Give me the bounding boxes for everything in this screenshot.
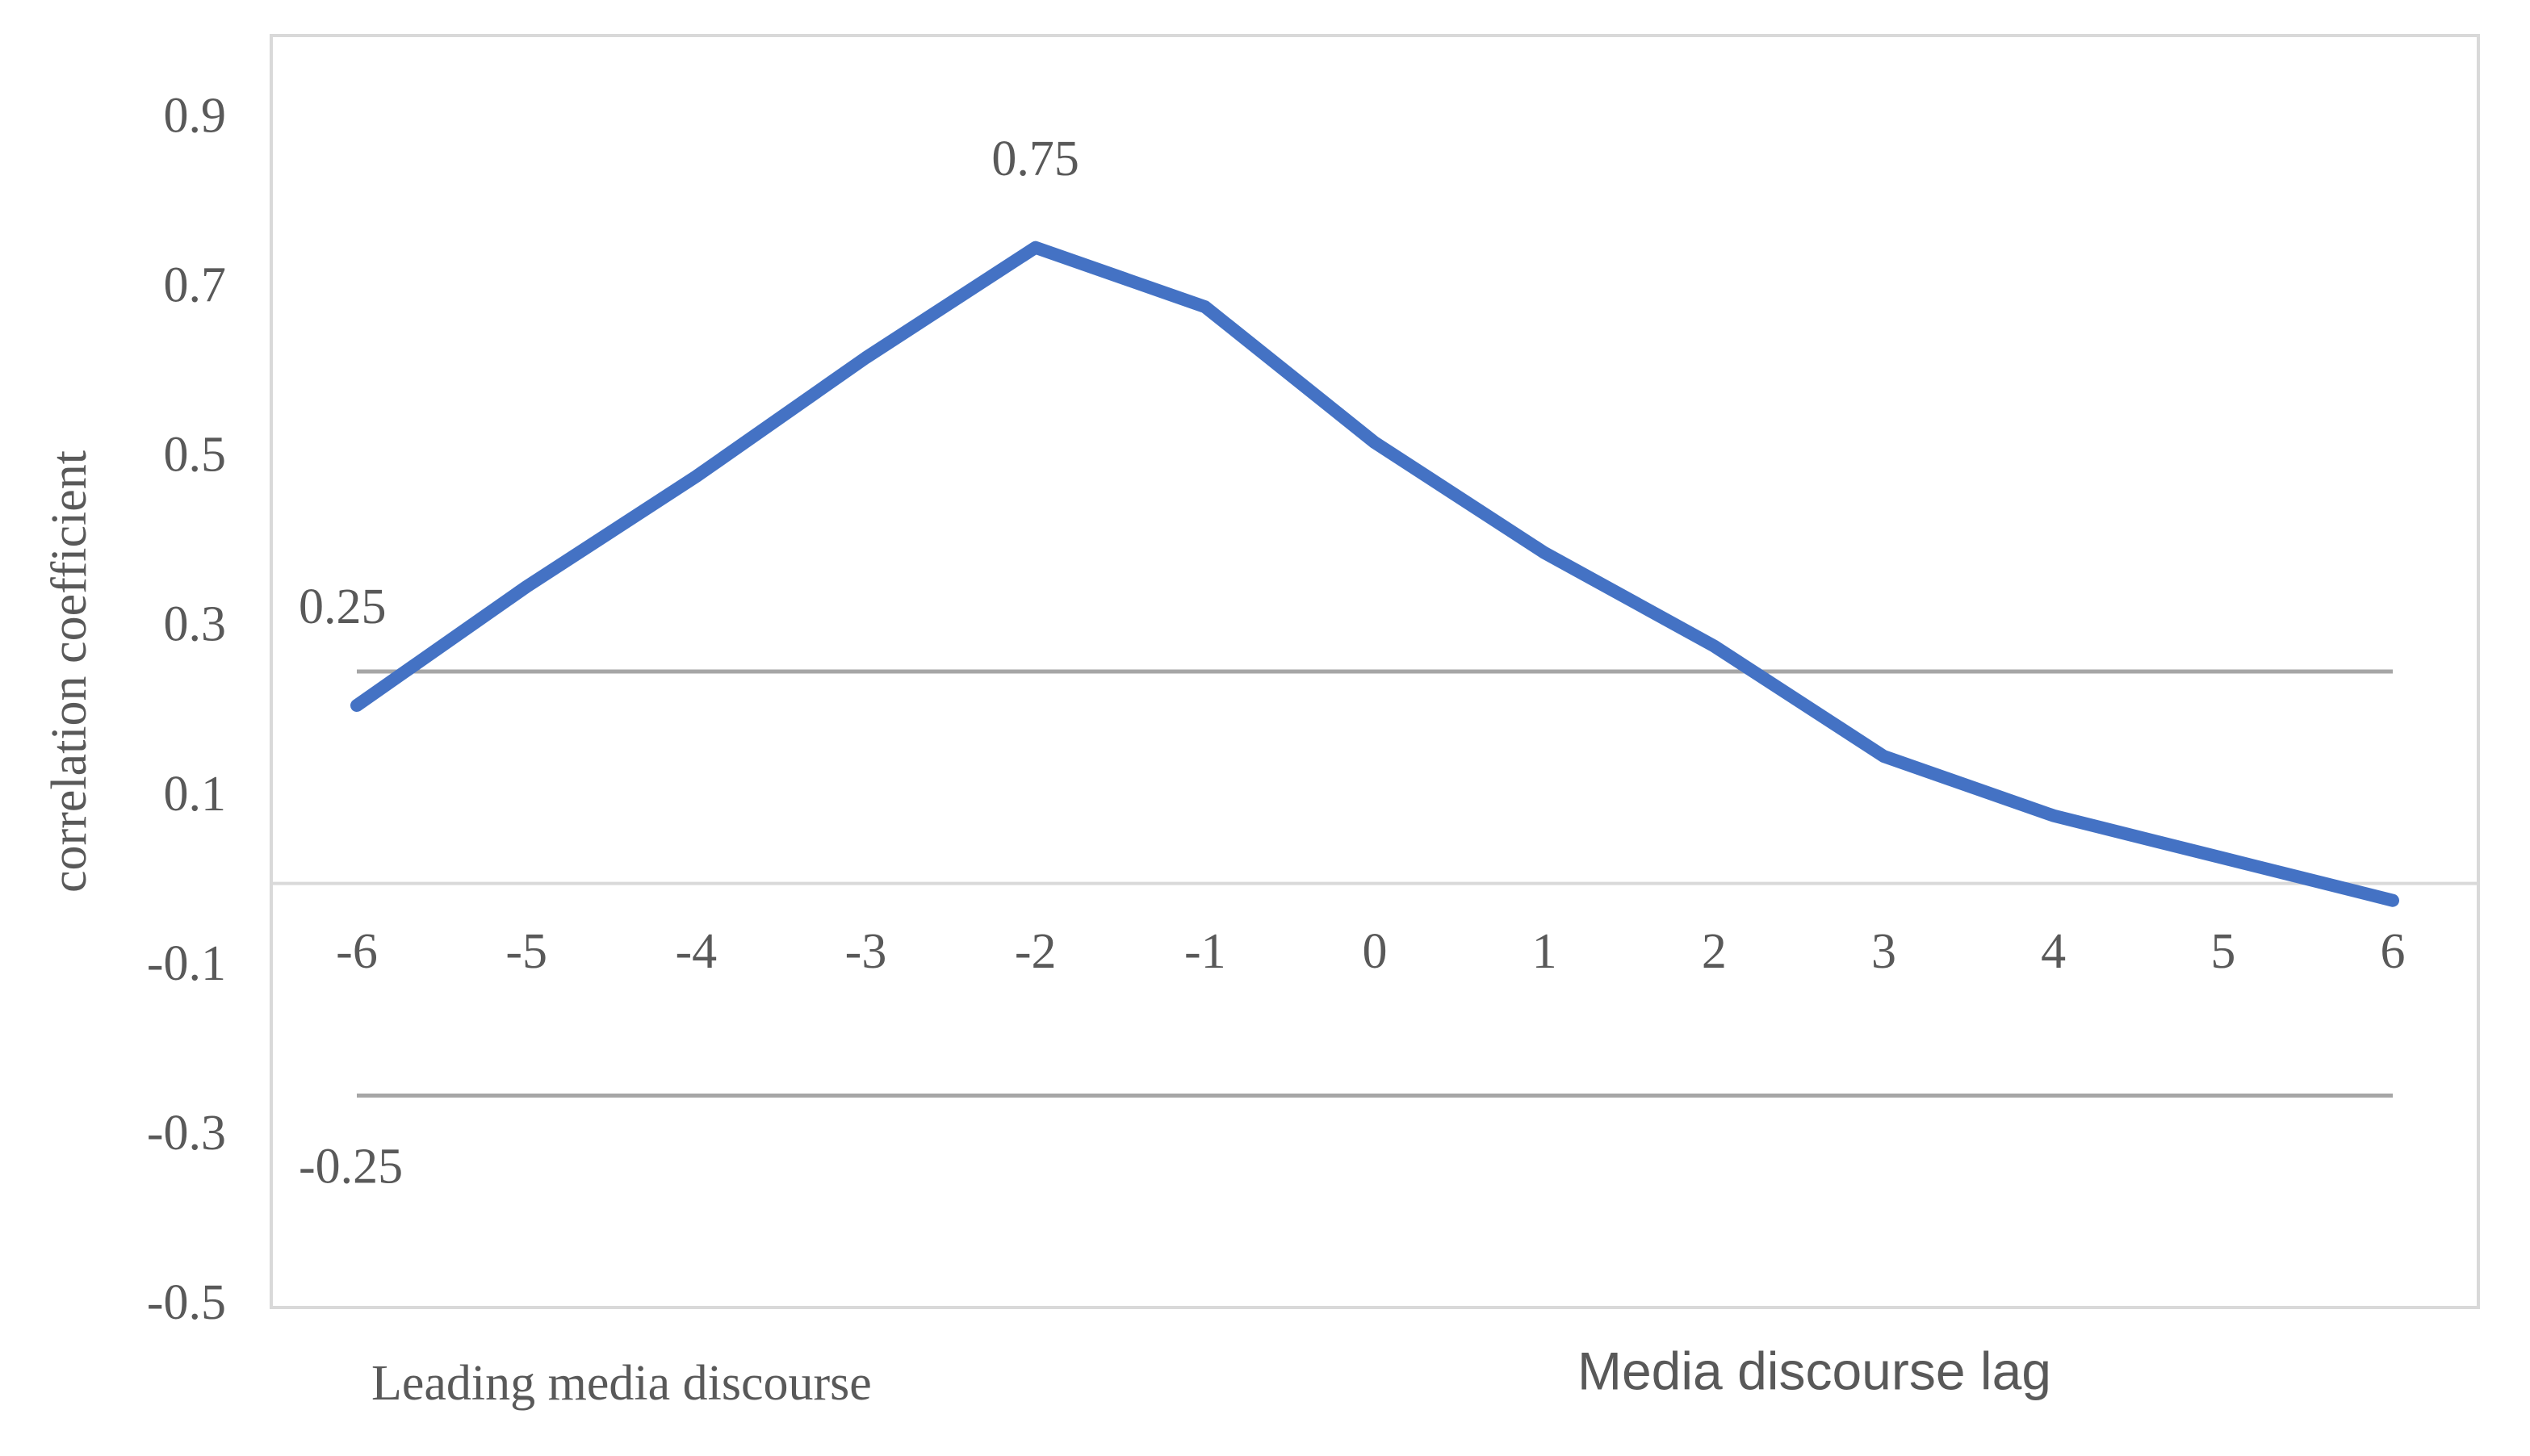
y-tick-label: -0.3 [147,1106,226,1161]
y-tick-label: 0.3 [164,597,227,652]
y-tick-label: -0.1 [147,936,226,991]
x-tick-label: -6 [336,924,378,979]
x-tick-label: -4 [676,924,718,979]
y-tick-label: 0.9 [164,88,227,143]
reference-label: -0.25 [299,1140,403,1195]
y-axis-label: correlation coefficient [42,450,97,893]
y-tick-label: 0.1 [164,767,227,822]
y-tick-label: 0.5 [164,428,227,483]
bottom-label: Leading media discourse [371,1356,872,1411]
bottom-label: Media discourse lag [1577,1341,2051,1400]
x-tick-label: 6 [2381,924,2406,979]
x-tick-label: -1 [1184,924,1226,979]
x-tick-label: 3 [1871,924,1896,979]
y-tick-label: 0.7 [164,257,227,312]
x-tick-label: 5 [2210,924,2235,979]
x-tick-label: 4 [2041,924,2066,979]
annotation: 0.75 [991,132,1079,186]
plot-frame [270,34,2480,1309]
data-line [350,241,2399,907]
x-tick-label: -5 [505,924,547,979]
y-tick-label: -0.5 [147,1275,226,1330]
x-tick-label: 0 [1363,924,1388,979]
x-tick-label: -3 [845,924,887,979]
x-tick-label: -2 [1015,924,1057,979]
reference-label: 0.25 [299,579,387,634]
x-tick-label: 2 [1702,924,1727,979]
x-tick-label: 1 [1532,924,1557,979]
